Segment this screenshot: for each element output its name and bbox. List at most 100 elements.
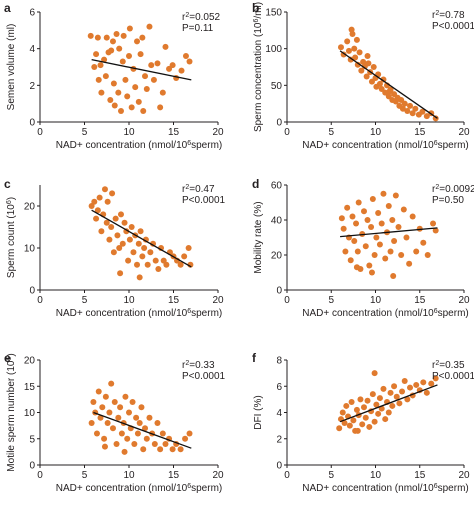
y-tick-label: 6 xyxy=(276,382,282,393)
data-point xyxy=(420,379,427,386)
data-point xyxy=(134,38,141,45)
x-axis-label: NAD+ concentration (nmol/106sperm) xyxy=(302,140,469,152)
data-point xyxy=(430,220,437,227)
data-point xyxy=(365,60,372,67)
data-point xyxy=(349,213,356,220)
data-point xyxy=(116,245,123,251)
data-point xyxy=(119,240,126,247)
data-point xyxy=(401,378,408,384)
data-point xyxy=(146,414,153,421)
x-tick-label: 5 xyxy=(328,127,334,138)
data-point xyxy=(157,104,164,111)
data-point xyxy=(109,190,116,197)
data-point xyxy=(98,228,105,235)
data-point xyxy=(139,34,146,41)
x-tick-label: 5 xyxy=(328,295,334,306)
data-point xyxy=(138,404,145,411)
data-point xyxy=(380,76,387,83)
y-tick-label: 150 xyxy=(265,8,282,19)
panel-a: a 0 5 10 15 20 0 2 4 6 NAD+ concentration (nmol/10… xyxy=(4,1,224,151)
p-value-label: P<0.0001 xyxy=(432,371,474,382)
data-point xyxy=(95,388,102,395)
data-point xyxy=(376,80,383,87)
data-point xyxy=(130,249,137,256)
data-point xyxy=(162,43,169,50)
data-point xyxy=(142,236,149,243)
data-point xyxy=(162,441,169,447)
data-point xyxy=(366,423,373,430)
data-point xyxy=(119,58,126,65)
data-point xyxy=(108,380,115,387)
data-point xyxy=(385,203,392,209)
panel-letter: f xyxy=(252,351,257,365)
data-point xyxy=(129,399,136,405)
data-point xyxy=(159,89,166,96)
x-axis-label: NAD+ concentration (nmol/106sperm) xyxy=(56,308,223,320)
y-tick-label: 100 xyxy=(265,44,282,55)
x-tick-label: 15 xyxy=(168,295,180,306)
data-point xyxy=(136,274,143,281)
r-squared-label: r2=0.0092 xyxy=(432,184,474,196)
data-point xyxy=(409,110,416,117)
data-point xyxy=(391,383,398,390)
regression-line xyxy=(93,411,192,449)
data-point xyxy=(128,104,135,111)
data-point xyxy=(117,270,124,277)
data-point xyxy=(116,45,123,52)
x-tick-label: 5 xyxy=(82,127,88,138)
data-point xyxy=(122,393,129,400)
data-point xyxy=(125,257,132,264)
data-point xyxy=(118,430,125,437)
data-point xyxy=(376,395,383,402)
data-point xyxy=(143,86,150,92)
data-point xyxy=(103,34,110,41)
data-point xyxy=(102,73,109,80)
data-point xyxy=(135,240,142,247)
data-point xyxy=(339,409,346,416)
data-point xyxy=(340,225,347,232)
data-point xyxy=(108,224,115,230)
data-point xyxy=(407,384,414,391)
x-tick-label: 0 xyxy=(37,127,43,138)
data-point xyxy=(380,385,387,392)
data-point xyxy=(395,224,402,230)
data-point xyxy=(109,38,116,45)
data-point xyxy=(404,108,411,114)
y-tick-label: 5 xyxy=(29,434,35,445)
data-point xyxy=(341,420,348,426)
x-axis-label: NAD+ concentration (nmol/106sperm) xyxy=(302,308,469,320)
data-point xyxy=(142,73,149,80)
regression-line xyxy=(339,384,438,423)
data-point xyxy=(115,414,122,421)
data-point xyxy=(124,435,131,442)
data-point xyxy=(186,430,193,437)
data-point xyxy=(370,64,377,70)
data-point xyxy=(134,261,141,268)
data-point xyxy=(108,47,115,54)
data-point xyxy=(347,56,354,63)
x-tick-label: 5 xyxy=(82,295,88,306)
data-point xyxy=(97,62,104,69)
data-point xyxy=(182,435,189,442)
data-point xyxy=(88,420,95,426)
p-value-label: P<0.0001 xyxy=(182,371,226,382)
data-point xyxy=(131,441,138,447)
y-axis-label: Motile sperm number (106) xyxy=(6,353,18,471)
data-point xyxy=(337,44,344,51)
panel-letter: d xyxy=(252,177,259,191)
data-point xyxy=(357,396,364,403)
y-tick-label: 0 xyxy=(29,118,35,129)
data-point xyxy=(391,238,398,244)
data-point xyxy=(124,93,131,100)
data-point xyxy=(133,414,140,421)
data-point xyxy=(376,241,383,248)
data-point xyxy=(96,194,103,201)
data-point xyxy=(344,38,351,45)
data-point xyxy=(390,273,397,279)
data-point xyxy=(409,213,416,220)
data-point xyxy=(91,64,98,70)
data-point xyxy=(140,108,147,114)
data-point xyxy=(413,381,420,388)
data-point xyxy=(159,430,166,437)
